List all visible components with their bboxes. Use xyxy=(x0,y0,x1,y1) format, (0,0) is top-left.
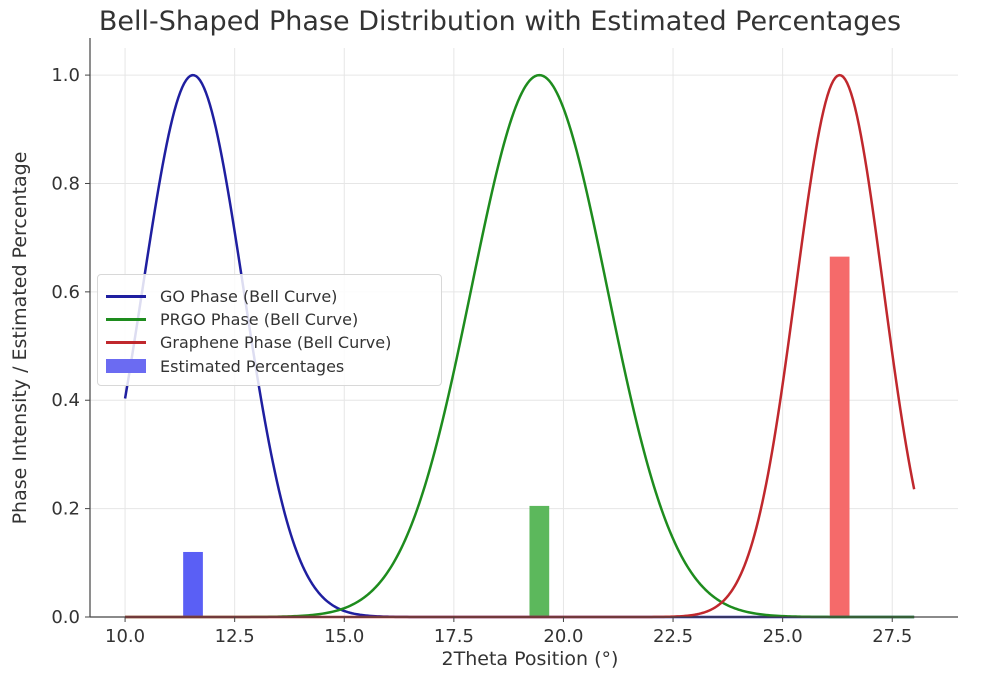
chart-title: Bell-Shaped Phase Distribution with Esti… xyxy=(98,6,902,37)
legend-swatch-prgo xyxy=(106,317,146,321)
legend-swatch-go xyxy=(106,294,146,298)
legend-item-go: GO Phase (Bell Curve) xyxy=(106,285,337,307)
percentage-bar xyxy=(829,256,850,617)
legend-label-percentages: Estimated Percentages xyxy=(160,356,345,376)
legend-label-go: GO Phase (Bell Curve) xyxy=(160,286,338,306)
legend-item-prgo: PRGO Phase (Bell Curve) xyxy=(106,308,358,330)
legend-swatch-percentages xyxy=(106,359,146,373)
y-tick-label: 0.4 xyxy=(51,390,80,411)
y-tick-label: 0.8 xyxy=(51,173,80,194)
bar-group xyxy=(183,256,850,617)
x-tick-label: 12.5 xyxy=(215,626,255,647)
legend-swatch-graphene xyxy=(106,340,146,344)
legend: GO Phase (Bell Curve) PRGO Phase (Bell C… xyxy=(97,274,442,386)
legend-item-percentages: Estimated Percentages xyxy=(106,355,344,377)
x-tick-group: 10.0 12.5 15.0 17.5 20.0 22.5 25.0 27.5 xyxy=(105,617,912,647)
x-tick-label: 17.5 xyxy=(434,626,474,647)
x-tick-label: 22.5 xyxy=(653,626,693,647)
x-tick-label: 25.0 xyxy=(763,626,803,647)
legend-item-graphene: Graphene Phase (Bell Curve) xyxy=(106,331,391,353)
percentage-bar xyxy=(529,505,550,617)
y-tick-label: 0.6 xyxy=(51,282,80,303)
y-tick-label: 1.0 xyxy=(51,65,80,86)
legend-label-prgo: PRGO Phase (Bell Curve) xyxy=(160,309,359,329)
x-tick-label: 10.0 xyxy=(105,626,145,647)
x-tick-label: 15.0 xyxy=(324,626,364,647)
y-axis-label: Phase Intensity / Estimated Percentage xyxy=(9,151,31,525)
legend-label-graphene: Graphene Phase (Bell Curve) xyxy=(160,332,392,352)
y-tick-label: 0.2 xyxy=(51,499,80,520)
x-tick-label: 20.0 xyxy=(543,626,583,647)
x-axis-label: 2Theta Position (°) xyxy=(441,648,619,670)
x-tick-label: 27.5 xyxy=(872,626,912,647)
y-tick-label: 0.0 xyxy=(51,607,80,628)
y-tick-group: 0.0 0.2 0.4 0.6 0.8 1.0 xyxy=(51,65,90,628)
percentage-bar xyxy=(183,551,203,617)
